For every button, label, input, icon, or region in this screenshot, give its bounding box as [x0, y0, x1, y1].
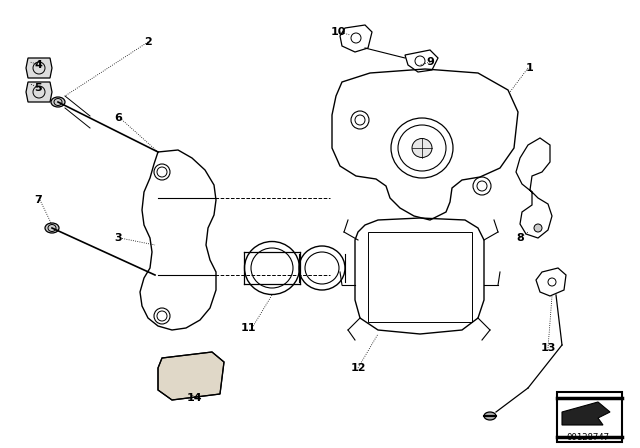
Text: 5: 5: [34, 83, 42, 93]
Polygon shape: [26, 58, 52, 78]
Text: 8: 8: [516, 233, 524, 243]
Text: 11: 11: [240, 323, 256, 333]
Text: 10: 10: [330, 27, 346, 37]
Ellipse shape: [45, 223, 59, 233]
Text: 13: 13: [540, 343, 556, 353]
Text: 2: 2: [144, 37, 152, 47]
Ellipse shape: [412, 138, 432, 158]
Text: 9: 9: [426, 57, 434, 67]
Text: 14: 14: [187, 393, 203, 403]
Text: 6: 6: [114, 113, 122, 123]
Ellipse shape: [51, 97, 65, 107]
Text: 1: 1: [526, 63, 534, 73]
Polygon shape: [562, 402, 610, 425]
Text: 00128747: 00128747: [566, 433, 609, 442]
Text: 12: 12: [350, 363, 365, 373]
Polygon shape: [158, 352, 224, 400]
Polygon shape: [26, 82, 52, 102]
Circle shape: [534, 224, 542, 232]
Text: 7: 7: [34, 195, 42, 205]
Ellipse shape: [484, 412, 496, 420]
Text: 4: 4: [34, 60, 42, 70]
Text: 3: 3: [114, 233, 122, 243]
